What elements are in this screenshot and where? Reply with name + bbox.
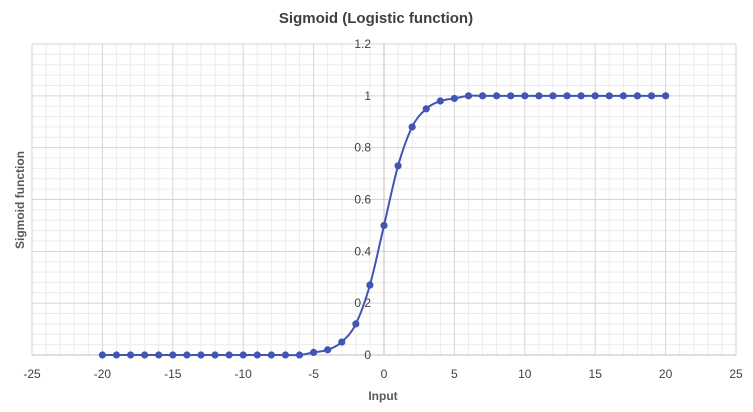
data-point [549,92,557,100]
data-point [521,92,529,100]
data-point [380,221,388,230]
data-point [507,92,515,100]
data-point [436,97,444,105]
series-markers [98,92,670,359]
y-tick-label: 0.4 [354,244,371,258]
data-point [493,92,501,100]
y-tick-label: 0.6 [354,193,371,207]
data-point [535,92,543,100]
y-tick-labels: 0 0.2 0.4 0.6 0.8 1 1.2 [354,37,371,362]
x-tick-label: 0 [381,367,388,381]
data-point [450,94,458,103]
chart-title: Sigmoid (Logistic function) [279,10,473,27]
data-point [155,351,163,359]
data-point [141,351,149,359]
data-point [366,281,374,289]
data-point [225,351,233,359]
data-point [295,351,304,359]
x-tick-label: -20 [94,367,112,381]
y-axis-label: Sigmoid function [13,151,27,249]
data-point [633,92,642,100]
data-point [169,351,177,359]
x-tick-label: -25 [23,367,41,381]
data-point [619,92,627,100]
data-point [239,351,247,359]
x-tick-label: -10 [235,367,253,381]
data-point [267,351,275,359]
data-point [577,92,585,100]
data-point [126,351,135,359]
data-point [281,351,290,359]
data-point [183,351,191,359]
data-point [647,92,656,100]
y-tick-label: 0.2 [354,296,371,310]
x-tick-label: 25 [729,367,743,381]
x-tick-label: 10 [518,367,532,381]
x-tick-label: -15 [164,367,182,381]
x-axis-label: Input [368,389,397,403]
x-tick-label: -5 [308,367,319,381]
data-point [324,346,332,354]
data-point [98,351,106,359]
data-point [478,92,487,100]
x-tick-label: 5 [451,367,458,381]
data-point [563,92,571,100]
y-tick-label: 1 [364,89,371,103]
data-point [422,105,430,113]
major-grid [31,43,737,356]
y-tick-label: 0.8 [354,141,371,155]
data-point [662,92,670,100]
data-point [197,351,205,359]
data-point [394,162,402,170]
y-tick-label: 1.2 [354,37,371,51]
data-point [591,92,599,100]
data-point [605,92,613,100]
data-point [338,338,346,346]
data-point [253,351,261,359]
data-point [310,348,318,357]
data-point [112,351,121,359]
data-point [211,351,219,359]
x-tick-labels: -25 -20 -15 -10 -5 0 5 10 15 20 25 [23,367,743,381]
x-tick-label: 20 [659,367,673,381]
data-point [464,92,473,100]
data-point [352,320,360,328]
data-point [408,123,416,131]
x-tick-label: 15 [589,367,603,381]
y-tick-label: 0 [364,348,371,362]
